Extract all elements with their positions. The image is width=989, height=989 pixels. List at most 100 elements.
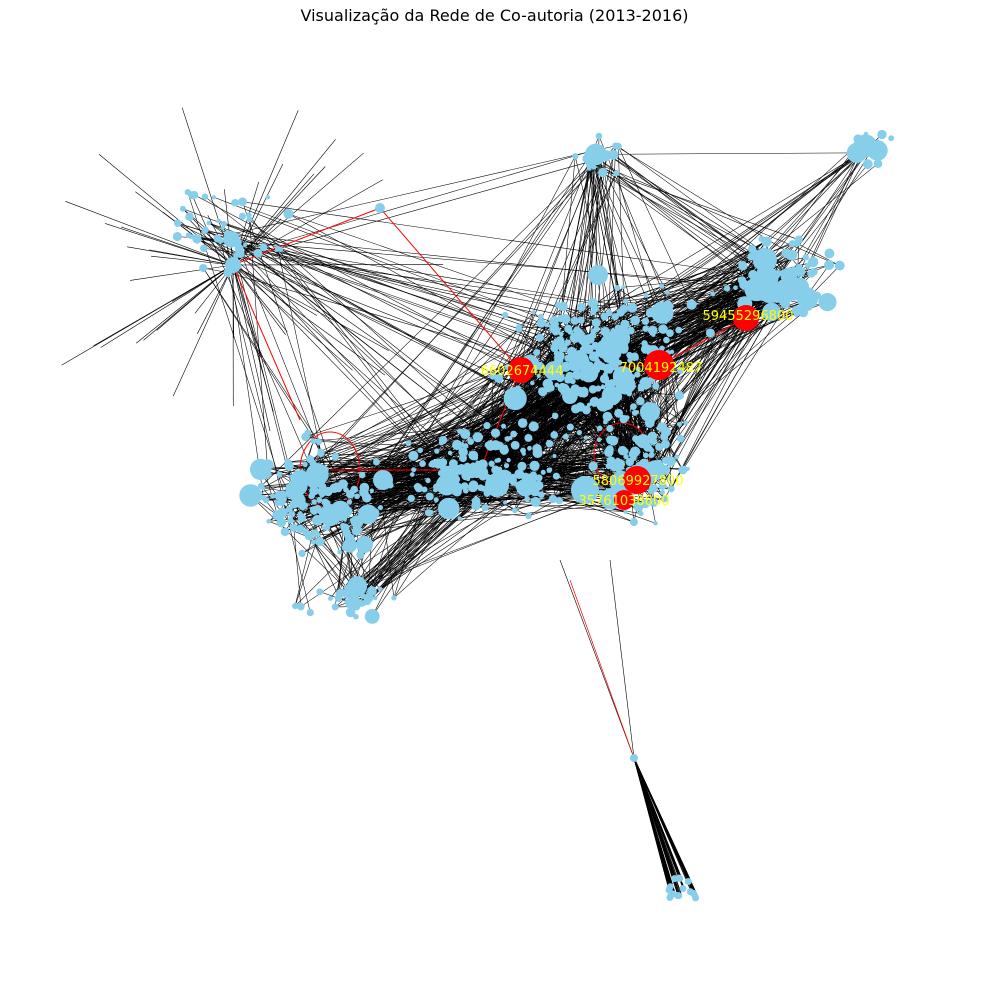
author-node [296,495,306,505]
coauthor-edge [293,527,302,607]
author-node [350,485,358,494]
coauthor-edge [232,110,299,266]
author-node [589,374,594,379]
author-node [824,259,835,271]
author-node [452,439,463,451]
author-node [643,292,649,298]
author-node [391,595,397,601]
coauthor-edge [590,153,633,308]
author-node [640,344,651,354]
author-node [783,269,788,274]
coauthor-edge [593,146,872,332]
author-node [544,322,550,328]
author-node [630,315,640,326]
author-node [441,506,450,515]
coauthor-edge [651,241,766,416]
coauthor-edge [422,458,635,464]
author-node [324,524,331,531]
author-node [433,497,439,503]
author-node [620,319,630,330]
author-node [674,454,680,460]
author-node [560,361,572,372]
author-node [373,470,393,490]
author-node [623,509,628,514]
author-node [554,382,560,388]
coauthor-edge [456,135,600,492]
author-node [211,195,217,200]
author-node [642,452,649,459]
author-node [458,447,468,457]
author-node [514,469,525,480]
author-node [595,339,616,359]
author-node [596,397,611,412]
author-node [462,487,469,494]
author-node [354,593,360,599]
coauthor-edge [232,264,286,336]
coauthor-edge [242,201,787,281]
author-node [586,402,592,407]
author-node [287,517,294,524]
author-node [873,159,883,168]
coauthor-edge [135,264,234,344]
coauthor-edge [213,196,542,324]
author-node [614,408,623,418]
coauthor-edge [555,157,608,344]
author-node [425,492,434,501]
author-node [667,485,675,493]
author-node [733,285,738,291]
author-node [447,450,453,456]
author-node [657,422,667,432]
author-node [529,460,540,472]
author-node [605,462,612,470]
author-node [667,891,675,899]
author-node [659,283,665,289]
author-node [666,476,671,482]
author-node [377,586,383,592]
author-node [297,602,305,611]
coauthor-edge [261,152,603,487]
author-node [234,244,244,254]
author-node [616,359,623,366]
author-node [477,467,489,478]
author-node [604,447,614,457]
author-node [345,607,356,618]
author-node [310,438,317,444]
author-node [533,480,544,491]
highlight-edge [569,579,635,759]
hub-label-layer: 59455296800 7004192487 6602674444 580699278… [481,309,794,509]
author-node [645,307,656,318]
highlight-edge [379,207,521,371]
author-node [457,516,462,521]
coauthor-edge [232,152,364,266]
author-node [505,471,512,478]
author-node [753,248,777,272]
author-node [647,325,658,336]
coauthor-edge [664,147,867,499]
coauthor-edge [204,231,817,296]
author-node [377,504,384,511]
author-node [791,266,798,273]
author-node [634,439,640,445]
coauthor-edge [194,194,565,391]
author-node [758,235,765,243]
author-node [623,369,633,379]
coauthor-edge [263,247,478,463]
author-node [877,129,887,140]
author-node [246,216,253,223]
author-node [371,508,380,517]
author-node [636,434,651,449]
edge-layer [61,107,883,899]
author-node [587,152,592,158]
coauthor-edge [595,152,857,155]
author-node [524,433,533,442]
coauthor-edge [293,483,381,590]
author-node [547,384,555,392]
coauthor-edge [351,153,591,521]
highlight-node-layer [508,305,759,510]
author-node [600,384,606,390]
coauthor-edge [655,280,743,478]
coauthor-edge [338,156,576,600]
author-node [818,293,837,312]
